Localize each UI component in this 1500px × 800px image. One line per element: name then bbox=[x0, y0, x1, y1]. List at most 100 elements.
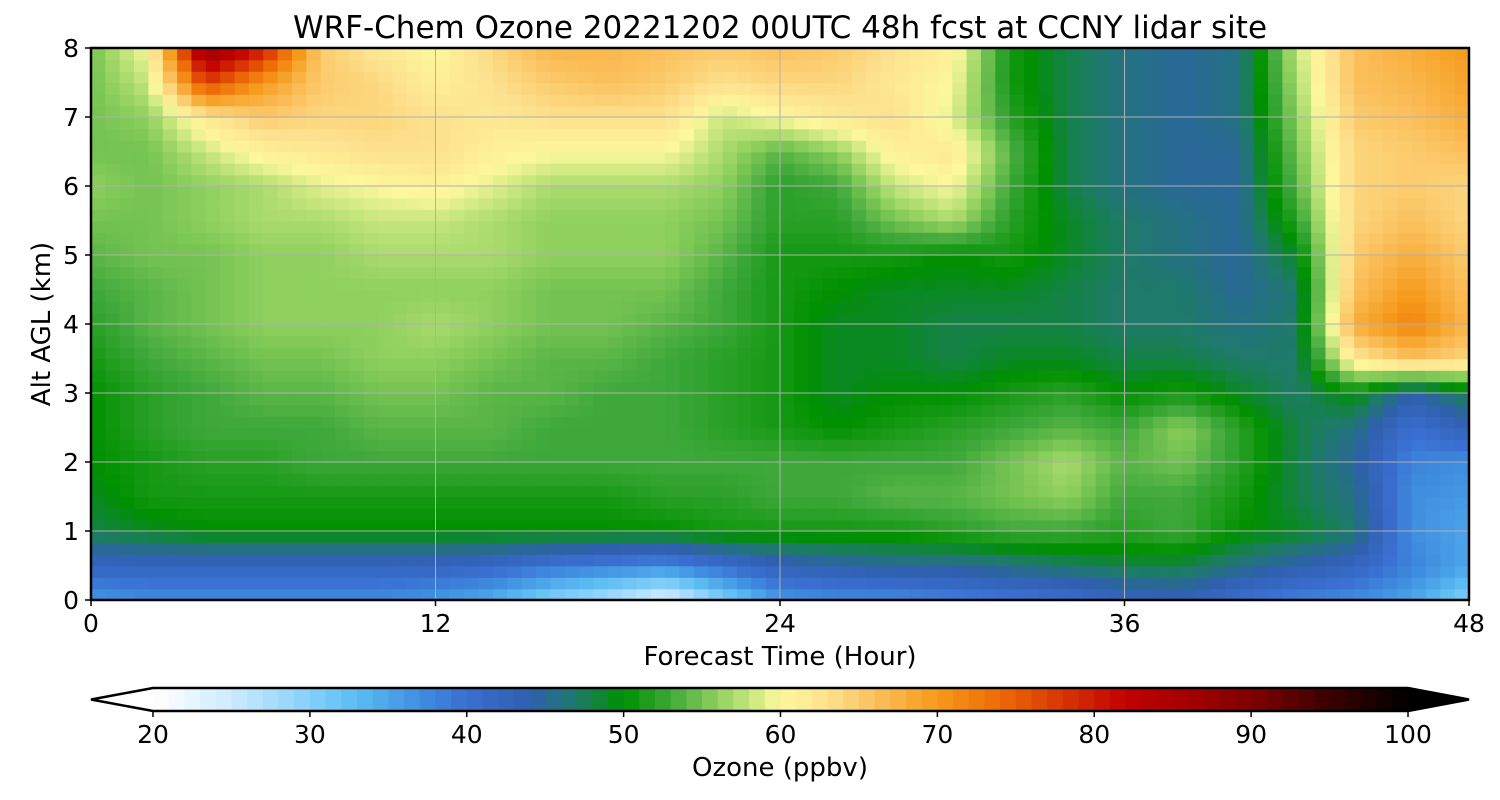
x-axis-ticks: 0 12 24 36 48 bbox=[83, 600, 1485, 638]
ozone-cell bbox=[1382, 554, 1399, 567]
ozone-cell bbox=[392, 48, 408, 61]
ozone-cell bbox=[392, 542, 408, 555]
ozone-cell bbox=[1210, 266, 1226, 279]
ozone-cell bbox=[837, 577, 853, 590]
ozone-cell bbox=[679, 531, 695, 544]
ozone-cell bbox=[1354, 496, 1370, 509]
ozone-cell bbox=[1038, 71, 1054, 84]
ozone-cell bbox=[1397, 209, 1413, 222]
ozone-cell bbox=[134, 105, 150, 118]
ozone-cell bbox=[521, 105, 537, 118]
ozone-cell bbox=[937, 473, 954, 486]
ozone-cell bbox=[248, 347, 265, 360]
colorbar-swatch bbox=[513, 688, 531, 711]
ozone-cell bbox=[564, 243, 580, 256]
ozone-cell bbox=[1282, 301, 1298, 314]
ozone-cell bbox=[177, 496, 193, 509]
ozone-cell bbox=[205, 427, 221, 440]
ozone-cell bbox=[1224, 105, 1241, 118]
ozone-cell bbox=[177, 117, 193, 130]
ozone-cell bbox=[91, 335, 107, 348]
ozone-cell bbox=[291, 197, 308, 210]
ozone-cell bbox=[995, 347, 1011, 360]
ozone-cell bbox=[708, 232, 724, 245]
ozone-cell bbox=[1311, 485, 1327, 498]
ozone-cell bbox=[1454, 577, 1469, 590]
ozone-cell bbox=[134, 209, 150, 222]
ozone-cell bbox=[722, 197, 738, 210]
ozone-cell bbox=[1181, 289, 1198, 302]
ozone-cell bbox=[1224, 140, 1241, 153]
ozone-cell bbox=[1368, 128, 1384, 141]
ozone-cell bbox=[464, 174, 480, 187]
ozone-cell bbox=[1196, 59, 1212, 72]
ozone-cell bbox=[952, 358, 968, 371]
ozone-cell bbox=[306, 105, 322, 118]
ozone-cell bbox=[1210, 324, 1226, 337]
ozone-cell bbox=[1440, 416, 1456, 429]
ozone-cell bbox=[306, 324, 322, 337]
ozone-cell bbox=[923, 209, 939, 222]
ozone-cell bbox=[823, 496, 839, 509]
ozone-cell bbox=[349, 496, 365, 509]
ozone-cell bbox=[1354, 542, 1370, 555]
ozone-cell bbox=[952, 416, 968, 429]
ozone-cell bbox=[708, 48, 724, 61]
ozone-cell bbox=[937, 577, 954, 590]
ozone-cell bbox=[535, 508, 552, 521]
ozone-cell bbox=[693, 473, 710, 486]
ozone-cell bbox=[636, 186, 652, 199]
ozone-cell bbox=[894, 404, 910, 417]
ozone-cell bbox=[1110, 577, 1126, 590]
ozone-cell bbox=[937, 370, 954, 383]
ozone-cell bbox=[1425, 140, 1442, 153]
ozone-cell bbox=[220, 82, 236, 95]
ozone-cell bbox=[1167, 105, 1183, 118]
ozone-cell bbox=[363, 381, 379, 394]
ozone-cell bbox=[780, 220, 796, 233]
ozone-cell bbox=[1124, 255, 1140, 268]
ozone-cell bbox=[1440, 519, 1456, 532]
ozone-cell bbox=[507, 554, 523, 567]
ozone-cell bbox=[650, 565, 666, 578]
ozone-cell bbox=[980, 577, 997, 590]
ozone-cell bbox=[263, 48, 279, 61]
ozone-cell bbox=[335, 519, 351, 532]
ozone-cell bbox=[780, 588, 796, 600]
ozone-cell bbox=[923, 370, 939, 383]
ozone-cell bbox=[1425, 404, 1442, 417]
ozone-cell bbox=[306, 220, 322, 233]
ozone-cell bbox=[952, 554, 968, 567]
ozone-cell bbox=[535, 140, 552, 153]
ozone-cell bbox=[550, 163, 566, 176]
ozone-cell bbox=[521, 427, 537, 440]
ozone-cell bbox=[650, 554, 666, 567]
ozone-cell bbox=[579, 485, 595, 498]
ozone-cell bbox=[234, 163, 250, 176]
ozone-cell bbox=[277, 243, 293, 256]
ozone-cell bbox=[191, 186, 207, 199]
colorbar-swatch bbox=[858, 688, 876, 711]
ozone-cell bbox=[248, 174, 265, 187]
ozone-cell bbox=[148, 197, 164, 210]
ozone-cell bbox=[521, 312, 537, 325]
ozone-cell bbox=[177, 151, 193, 164]
ozone-cell bbox=[1397, 128, 1413, 141]
ozone-cell bbox=[248, 577, 265, 590]
ozone-cell bbox=[995, 577, 1011, 590]
ozone-cell bbox=[1296, 324, 1312, 337]
ozone-cell bbox=[593, 393, 609, 406]
ozone-cell bbox=[794, 496, 810, 509]
ozone-cell bbox=[937, 358, 954, 371]
ozone-cell bbox=[1167, 301, 1183, 314]
ozone-cell bbox=[1009, 174, 1025, 187]
ozone-cell bbox=[837, 450, 853, 463]
ozone-cell bbox=[148, 358, 164, 371]
ozone-cell bbox=[1339, 565, 1355, 578]
ozone-cell bbox=[794, 404, 810, 417]
ozone-cell bbox=[952, 220, 968, 233]
ozone-cell bbox=[607, 508, 623, 521]
ozone-cell bbox=[1081, 462, 1097, 475]
ozone-cell bbox=[535, 94, 552, 107]
ozone-cell bbox=[435, 163, 451, 176]
